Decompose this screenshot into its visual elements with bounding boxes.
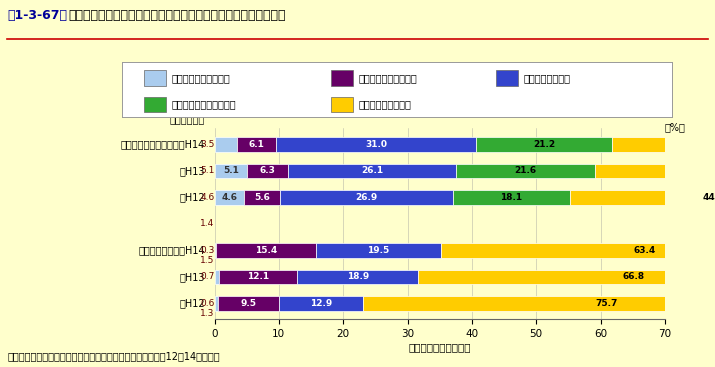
X-axis label: 有効回答に対する比率: 有効回答に対する比率 xyxy=(408,342,471,352)
Text: 4.6: 4.6 xyxy=(222,193,237,202)
Text: 9.5: 9.5 xyxy=(241,299,257,308)
FancyBboxPatch shape xyxy=(144,70,166,86)
Bar xyxy=(219,270,297,284)
Text: 15.4: 15.4 xyxy=(255,246,277,255)
Text: 1.5: 1.5 xyxy=(200,256,214,265)
Text: ・H12: ・H12 xyxy=(179,192,204,202)
Text: 0.3: 0.3 xyxy=(200,246,214,255)
Text: 5.1: 5.1 xyxy=(200,166,214,175)
Text: 21.6: 21.6 xyxy=(514,166,536,175)
Bar xyxy=(595,164,715,178)
FancyBboxPatch shape xyxy=(331,70,352,86)
Text: 18.9: 18.9 xyxy=(347,272,369,281)
Text: 12.9: 12.9 xyxy=(310,299,332,308)
Text: 6.3: 6.3 xyxy=(260,166,275,175)
Text: 5.6: 5.6 xyxy=(254,193,270,202)
Bar xyxy=(570,190,715,205)
Text: 全く採用していない: 全く採用していない xyxy=(358,99,411,109)
Text: 採用する年もある: 採用する年もある xyxy=(523,73,571,83)
Bar xyxy=(218,296,280,311)
Bar xyxy=(214,296,218,311)
Text: 21.2: 21.2 xyxy=(533,140,555,149)
Bar xyxy=(288,164,456,178)
FancyBboxPatch shape xyxy=(331,97,352,112)
Bar xyxy=(418,270,715,284)
Text: 資料：文部科学省「民間企業の研究活動に関する調査（平成12～14年度）」: 資料：文部科学省「民間企業の研究活動に関する調査（平成12～14年度）」 xyxy=(7,352,220,361)
Text: 6.1: 6.1 xyxy=(249,140,265,149)
Bar xyxy=(297,270,418,284)
Text: ほとんど採用していない: ほとんど採用していない xyxy=(171,99,236,109)
Text: 26.1: 26.1 xyxy=(361,166,383,175)
Text: 19.5: 19.5 xyxy=(367,246,390,255)
Text: 第1-3-67図: 第1-3-67図 xyxy=(7,9,67,22)
Bar xyxy=(475,137,612,152)
Text: 毎年必ず採用している: 毎年必ず採用している xyxy=(171,73,230,83)
Bar xyxy=(214,243,217,258)
Bar xyxy=(217,243,315,258)
Bar xyxy=(214,137,237,152)
Text: 5.1: 5.1 xyxy=(223,166,239,175)
Text: 民間企業における博士課程修了者、ポストドクターの採用実績: 民間企業における博士課程修了者、ポストドクターの採用実績 xyxy=(68,9,285,22)
Text: 75.7: 75.7 xyxy=(595,299,617,308)
Text: 66.8: 66.8 xyxy=(622,272,644,281)
Bar xyxy=(247,164,288,178)
Text: ・H13: ・H13 xyxy=(179,272,204,282)
Bar xyxy=(244,190,280,205)
Text: 44.8: 44.8 xyxy=(703,193,715,202)
Text: 26.9: 26.9 xyxy=(355,193,378,202)
FancyBboxPatch shape xyxy=(496,70,518,86)
Text: 0.7: 0.7 xyxy=(200,272,214,281)
Text: 3.5: 3.5 xyxy=(200,140,214,149)
Bar xyxy=(214,164,247,178)
Bar xyxy=(456,164,595,178)
Bar xyxy=(612,137,715,152)
Bar xyxy=(276,137,475,152)
FancyBboxPatch shape xyxy=(144,97,166,112)
Bar xyxy=(214,270,219,284)
Text: ほぼ毎年採用している: ほぼ毎年採用している xyxy=(358,73,417,83)
Bar xyxy=(363,296,715,311)
Text: （調査年度）: （調査年度） xyxy=(169,115,204,124)
Text: 1.3: 1.3 xyxy=(200,309,214,318)
Bar xyxy=(280,190,453,205)
Text: 12.1: 12.1 xyxy=(247,272,269,281)
Bar xyxy=(441,243,715,258)
Text: 31.0: 31.0 xyxy=(365,140,387,149)
Text: 4.6: 4.6 xyxy=(200,193,214,202)
Text: ポストドクター・H14: ポストドクター・H14 xyxy=(138,246,204,255)
Bar xyxy=(280,296,363,311)
Bar xyxy=(237,137,276,152)
Bar xyxy=(315,243,441,258)
Text: ・H12: ・H12 xyxy=(179,298,204,308)
Bar xyxy=(214,190,244,205)
Text: 1.4: 1.4 xyxy=(200,219,214,228)
Text: 18.1: 18.1 xyxy=(500,193,523,202)
Text: 63.4: 63.4 xyxy=(634,246,656,255)
Text: （%）: （%） xyxy=(665,122,686,132)
Text: 博士課程修了の研究者・H14: 博士課程修了の研究者・H14 xyxy=(121,139,204,149)
Text: 0.6: 0.6 xyxy=(200,299,214,308)
Text: ・H13: ・H13 xyxy=(179,166,204,176)
Bar xyxy=(453,190,570,205)
